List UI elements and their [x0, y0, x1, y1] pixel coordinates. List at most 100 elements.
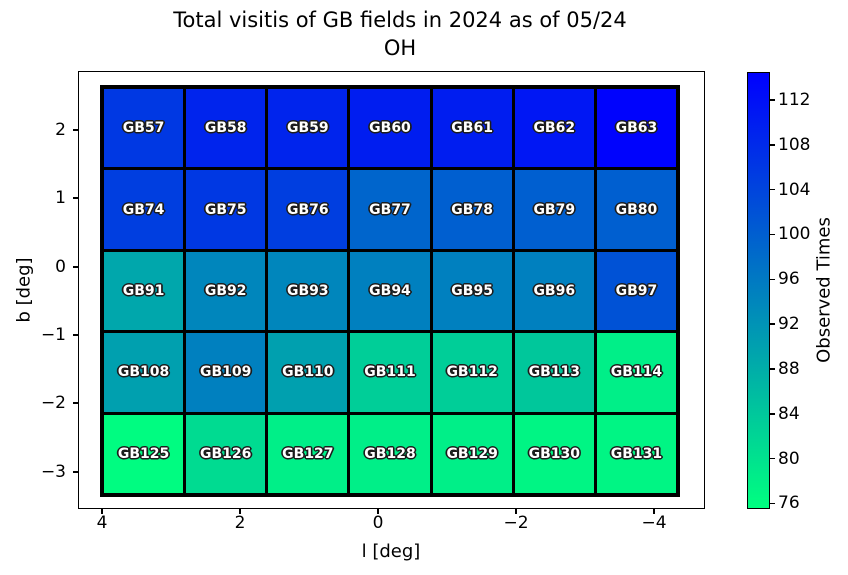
- tick-mark: [377, 509, 379, 514]
- cell-label: GB113: [528, 364, 580, 381]
- cell-label: GB109: [200, 364, 252, 381]
- cell-label: GB130: [528, 445, 580, 462]
- cell-label: GB78: [451, 201, 493, 218]
- cell-label: GB60: [369, 120, 411, 137]
- y-tick-label: −3: [40, 462, 66, 482]
- tick-mark: [770, 99, 775, 101]
- heatmap-cell-GB128: GB128: [350, 414, 430, 493]
- heatmap-cell-GB74: GB74: [104, 170, 184, 249]
- heatmap-cell-GB110: GB110: [268, 333, 348, 412]
- heatmap-cell-GB129: GB129: [432, 414, 512, 493]
- cell-label: GB91: [122, 282, 165, 299]
- cell-label: GB77: [369, 201, 411, 218]
- cell-label: GB110: [282, 364, 334, 381]
- tick-mark: [770, 188, 775, 191]
- heatmap-cell-GB114: GB114: [596, 333, 676, 412]
- cell-label: GB61: [451, 120, 493, 137]
- cell-label: GB62: [533, 120, 576, 137]
- heatmap-cell-GB59: GB59: [268, 89, 348, 168]
- heatmap-cell-GB131: GB131: [596, 414, 676, 493]
- heatmap-cell-GB63: GB63: [596, 89, 676, 168]
- cell-label: GB129: [446, 445, 498, 462]
- tick-mark: [770, 233, 775, 236]
- heatmap-cell-GB76: GB76: [268, 170, 348, 249]
- colorbar-tick-label: 96: [778, 269, 800, 290]
- cell-label: GB97: [615, 282, 658, 299]
- colorbar-tick-label: 112: [778, 90, 811, 110]
- cell-label: GB59: [287, 120, 329, 137]
- colorbar-tick-label: 92: [778, 314, 800, 335]
- heatmap-cell-GB58: GB58: [186, 89, 266, 168]
- heatmap-cell-GB94: GB94: [350, 251, 430, 331]
- heatmap-cell-GB80: GB80: [596, 170, 676, 249]
- cell-label: GB80: [615, 201, 658, 218]
- heatmap-cell-GB109: GB109: [186, 333, 266, 412]
- tick-mark: [653, 509, 655, 514]
- colorbar-tick-label: 100: [778, 224, 811, 245]
- heatmap-cell-GB97: GB97: [596, 251, 676, 331]
- heatmap-cell-GB96: GB96: [514, 251, 594, 331]
- colorbar-tick-label: 88: [778, 358, 800, 379]
- y-tick-label: −2: [40, 393, 66, 413]
- heatmap-cell-GB57: GB57: [104, 89, 184, 168]
- heatmap-cell-GB62: GB62: [514, 89, 594, 168]
- tick-mark: [73, 129, 78, 131]
- cell-label: GB76: [287, 201, 329, 218]
- tick-mark: [770, 502, 775, 505]
- heatmap-cell-GB61: GB61: [432, 89, 512, 168]
- cell-label: GB126: [200, 445, 252, 462]
- cell-label: GB128: [364, 445, 416, 462]
- colorbar-tick-label: 108: [778, 134, 811, 155]
- tick-mark: [770, 323, 775, 325]
- heatmap-cell-GB127: GB127: [268, 414, 348, 493]
- heatmap-cell-GB108: GB108: [104, 333, 184, 412]
- colorbar-tick-label: 80: [778, 448, 800, 469]
- x-tick-label: 4: [96, 513, 108, 533]
- x-tick-label: −2: [503, 513, 529, 533]
- cell-label: GB127: [282, 445, 334, 462]
- y-tick-label: −1: [40, 325, 66, 345]
- heatmap-cell-GB79: GB79: [514, 170, 594, 249]
- tick-mark: [73, 197, 78, 199]
- x-tick-label: 0: [372, 513, 384, 533]
- cell-label: GB92: [204, 282, 247, 299]
- x-axis-label: l [deg]: [361, 541, 421, 562]
- heatmap-cell-GB92: GB92: [186, 251, 266, 331]
- tick-mark: [770, 413, 775, 415]
- heatmap-cell-GB60: GB60: [350, 89, 430, 168]
- heatmap-cell-GB130: GB130: [514, 414, 594, 493]
- cell-label: GB94: [369, 282, 411, 299]
- heatmap-cell-GB93: GB93: [268, 251, 348, 331]
- tick-mark: [515, 509, 517, 514]
- cell-label: GB57: [122, 120, 165, 137]
- x-tick-label: −4: [641, 513, 667, 533]
- heatmap-cell-GB125: GB125: [104, 414, 184, 493]
- y-tick-label: 0: [55, 257, 66, 277]
- heatmap-cell-GB75: GB75: [186, 170, 266, 249]
- tick-mark: [770, 368, 775, 370]
- cell-label: GB114: [610, 364, 663, 381]
- colorbar-tick-label: 84: [778, 403, 800, 424]
- heatmap-cell-GB77: GB77: [350, 170, 430, 249]
- y-tick-label: 1: [55, 188, 66, 208]
- cell-label: GB63: [615, 120, 658, 137]
- colorbar-tick-label: 104: [778, 179, 811, 200]
- heatmap-cell-GB111: GB111: [350, 333, 430, 412]
- cell-label: GB74: [122, 201, 165, 218]
- colorbar-gradient: [747, 72, 770, 509]
- cell-label: GB108: [117, 364, 170, 381]
- cell-label: GB111: [364, 364, 416, 381]
- cell-label: GB75: [204, 201, 247, 218]
- cell-label: GB93: [287, 282, 329, 299]
- chart-subtitle: OH: [383, 36, 417, 60]
- heatmap-cell-GB113: GB113: [514, 333, 594, 412]
- colorbar-tick-label: 76: [778, 493, 800, 514]
- cell-label: GB131: [610, 445, 663, 462]
- tick-mark: [239, 509, 241, 514]
- heatmap-cell-GB91: GB91: [104, 251, 184, 331]
- cell-label: GB79: [533, 201, 576, 218]
- colorbar-label: Observed Times: [813, 217, 835, 363]
- tick-mark: [73, 402, 78, 404]
